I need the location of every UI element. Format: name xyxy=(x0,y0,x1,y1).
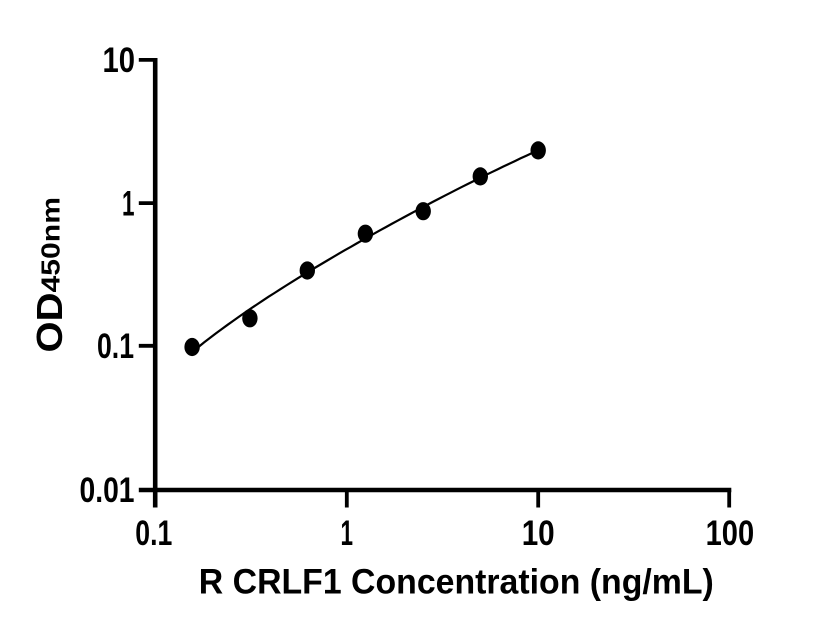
svg-text:10: 10 xyxy=(103,41,136,80)
svg-text:450nm: 450nm xyxy=(36,197,66,293)
svg-text:1: 1 xyxy=(341,514,354,553)
svg-text:10: 10 xyxy=(522,514,555,553)
svg-text:OD: OD xyxy=(29,293,70,353)
svg-text:100: 100 xyxy=(706,514,755,553)
svg-text:R CRLF1 Concentration (ng/mL): R CRLF1 Concentration (ng/mL) xyxy=(199,563,714,602)
svg-text:0.01: 0.01 xyxy=(80,471,135,510)
svg-text:0.1: 0.1 xyxy=(97,327,134,366)
svg-text:1: 1 xyxy=(122,184,135,223)
svg-text:0.1: 0.1 xyxy=(135,514,172,553)
